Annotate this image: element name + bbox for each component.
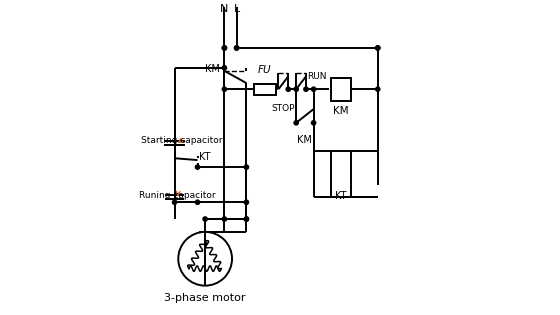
Circle shape bbox=[244, 165, 249, 169]
Circle shape bbox=[376, 46, 380, 50]
Circle shape bbox=[222, 66, 227, 70]
Circle shape bbox=[222, 87, 227, 91]
Text: KM: KM bbox=[205, 64, 220, 74]
Circle shape bbox=[376, 46, 380, 50]
Text: FU: FU bbox=[258, 65, 272, 75]
Circle shape bbox=[244, 217, 249, 221]
Circle shape bbox=[195, 165, 200, 169]
Text: KM: KM bbox=[333, 106, 349, 116]
Text: KM: KM bbox=[297, 135, 312, 145]
Circle shape bbox=[311, 87, 316, 91]
Circle shape bbox=[294, 121, 298, 125]
Circle shape bbox=[304, 87, 308, 91]
Circle shape bbox=[222, 217, 227, 221]
Text: KT: KT bbox=[335, 191, 347, 201]
Circle shape bbox=[244, 200, 249, 204]
Text: RUN: RUN bbox=[307, 72, 327, 81]
Circle shape bbox=[286, 87, 291, 91]
Text: 3-phase motor: 3-phase motor bbox=[165, 293, 246, 303]
Circle shape bbox=[311, 121, 316, 125]
FancyBboxPatch shape bbox=[331, 151, 352, 197]
Circle shape bbox=[222, 46, 227, 50]
Text: Runing capacitor: Runing capacitor bbox=[139, 191, 216, 200]
Circle shape bbox=[235, 46, 239, 50]
Circle shape bbox=[203, 217, 207, 221]
FancyBboxPatch shape bbox=[331, 77, 352, 101]
Circle shape bbox=[222, 46, 227, 50]
Circle shape bbox=[244, 217, 249, 221]
Text: STOP: STOP bbox=[272, 104, 295, 113]
FancyBboxPatch shape bbox=[254, 84, 276, 95]
Circle shape bbox=[235, 46, 239, 50]
Circle shape bbox=[294, 87, 298, 91]
Circle shape bbox=[376, 87, 380, 91]
Text: Starting capacitor: Starting capacitor bbox=[141, 136, 222, 145]
Circle shape bbox=[195, 200, 200, 204]
Text: KT: KT bbox=[199, 152, 211, 162]
Circle shape bbox=[172, 200, 177, 204]
Text: N: N bbox=[220, 4, 228, 14]
Text: L: L bbox=[234, 4, 240, 14]
